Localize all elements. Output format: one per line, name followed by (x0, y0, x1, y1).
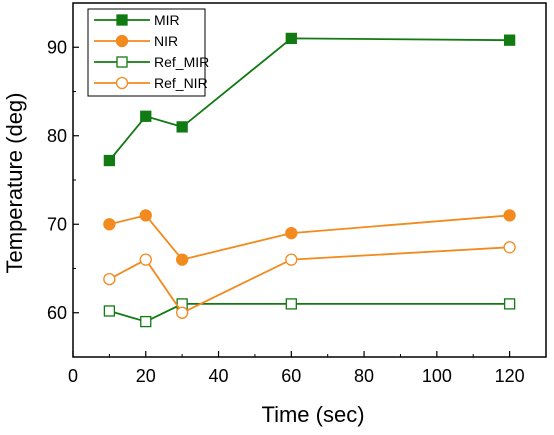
x-tick-label: 20 (136, 366, 156, 386)
y-tick-label: 60 (47, 303, 67, 323)
legend-box (87, 8, 206, 97)
legend-label-ref-nir: Ref_NIR (154, 75, 208, 91)
data-point-ref-nir (176, 306, 189, 319)
data-point-ref-nir (503, 241, 516, 254)
x-tick-label: 80 (354, 366, 374, 386)
y-tick-label: 70 (47, 214, 67, 234)
data-point-mir (285, 32, 297, 45)
data-point-nir (103, 218, 116, 231)
x-tick-label: 120 (495, 366, 525, 386)
data-point-ref-mir (103, 305, 116, 317)
data-point-mir (140, 110, 152, 122)
legend-label-ref-mir: Ref_MIR (154, 54, 209, 70)
x-tick-label: 60 (281, 366, 301, 386)
x-axis-title: Time (sec) (261, 402, 364, 427)
legend: MIR NIR Ref_MIR Ref_NIR (87, 8, 209, 97)
data-point-nir (176, 253, 189, 266)
x-tick-label: 100 (422, 366, 452, 386)
data-point-nir (503, 209, 516, 222)
data-point-ref-nir (139, 253, 152, 266)
legend-marker-mir (116, 14, 128, 26)
series-line-ref-nir (108, 246, 510, 314)
x-tick-label: 40 (209, 366, 229, 386)
series-line-nir (109, 214, 510, 261)
y-tick-label: 80 (47, 126, 67, 146)
y-axis-title: Temperature (deg) (2, 93, 27, 274)
legend-marker-nir (115, 34, 129, 48)
data-point-mir (103, 154, 116, 167)
data-point-nir (139, 209, 152, 222)
data-point-ref-mir (285, 298, 297, 310)
data-point-ref-mir (140, 315, 152, 328)
y-tick-label: 90 (47, 37, 67, 57)
data-point-mir (176, 121, 188, 133)
legend-label-nir: NIR (154, 33, 178, 49)
data-point-ref-nir (103, 272, 116, 286)
axes: 0 20 40 60 80 100 120 60 70 80 90 (47, 2, 547, 386)
legend-marker-ref-mir (116, 56, 128, 68)
data-point-ref-nir (285, 253, 298, 266)
data-point-mir (503, 34, 516, 46)
legend-marker-ref-nir (115, 76, 129, 90)
plot-area (103, 32, 516, 328)
legend-label-mir: MIR (154, 12, 180, 28)
x-tick-label: 0 (68, 366, 78, 386)
data-point-ref-mir (503, 298, 516, 310)
series-line-ref-mir (109, 302, 510, 323)
data-point-nir (285, 226, 298, 240)
